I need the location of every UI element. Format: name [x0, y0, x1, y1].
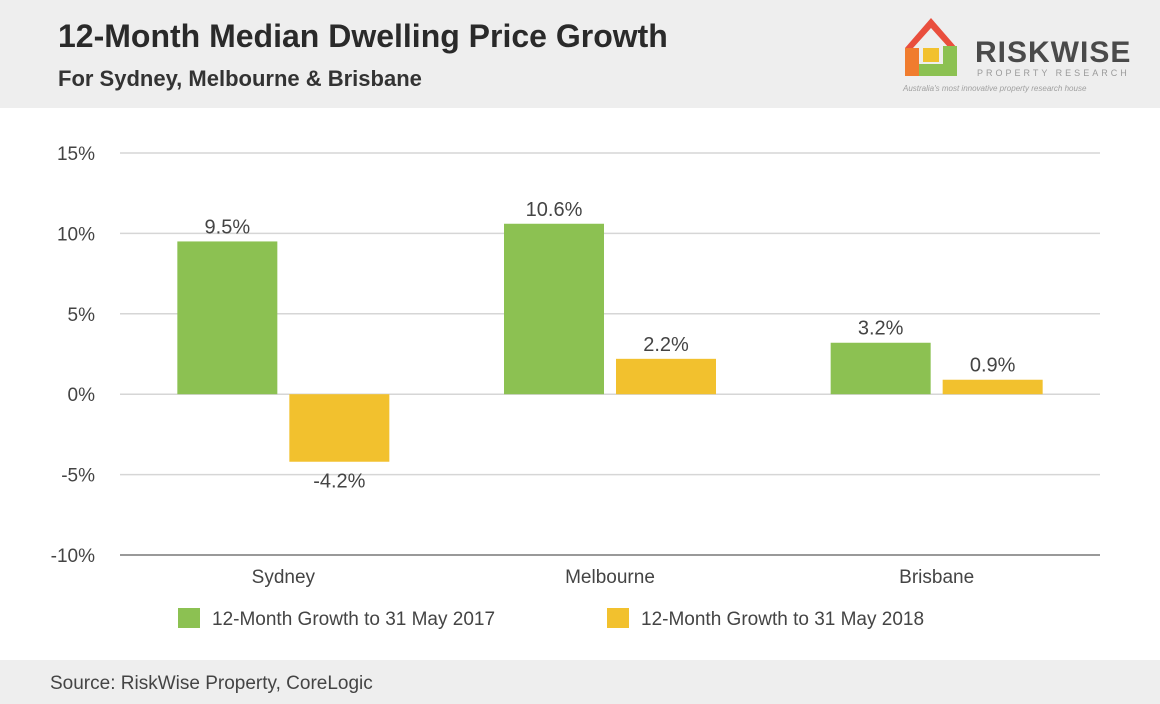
- house-logo-icon: [905, 18, 957, 76]
- chart-footer: Source: RiskWise Property, CoreLogic: [0, 660, 1160, 704]
- bar-chart: 15% 10% 5% 0% -5% -10% 9.5% -4.2% Sydney 10.6% 2.2…: [51, 144, 1100, 630]
- y-tick-label: 15%: [57, 144, 95, 165]
- legend-label: 12-Month Growth to 31 May 2018: [641, 609, 924, 630]
- data-label: 0.9%: [970, 355, 1016, 377]
- chart-title: 12-Month Median Dwelling Price Growth: [58, 18, 668, 54]
- y-tick-label: 5%: [68, 305, 96, 326]
- legend-label: 12-Month Growth to 31 May 2017: [212, 609, 495, 630]
- bar: [616, 358, 716, 395]
- chart-subtitle: For Sydney, Melbourne & Brisbane: [58, 66, 422, 91]
- logo-subtitle: PROPERTY RESEARCH: [977, 68, 1130, 78]
- data-label: 3.2%: [858, 318, 904, 340]
- legend-swatch: [607, 608, 629, 628]
- source-note: Source: RiskWise Property, CoreLogic: [50, 673, 373, 694]
- bar: [504, 223, 604, 395]
- x-tick-label: Melbourne: [565, 567, 655, 588]
- data-label: 10.6%: [526, 199, 583, 221]
- data-label: -4.2%: [313, 471, 365, 493]
- y-tick-label: 0%: [68, 385, 96, 406]
- y-tick-label: -5%: [61, 466, 95, 487]
- bar: [289, 394, 390, 462]
- legend-swatch: [178, 608, 200, 628]
- logo-wordmark: RISKWISE: [975, 36, 1132, 69]
- bar: [177, 241, 278, 395]
- x-tick-label: Brisbane: [899, 567, 974, 588]
- riskwise-logo: RISKWISE PROPERTY RESEARCH Australia's m…: [895, 12, 1140, 100]
- data-label: 2.2%: [643, 334, 689, 356]
- x-tick-label: Sydney: [252, 567, 316, 588]
- y-tick-label: 10%: [57, 224, 95, 245]
- chart-header: 12-Month Median Dwelling Price Growth Fo…: [0, 0, 1160, 108]
- bar: [830, 342, 931, 395]
- bar: [942, 379, 1043, 395]
- logo-tagline: Australia's most innovative property res…: [903, 84, 1087, 93]
- y-tick-label: -10%: [51, 546, 95, 567]
- data-label: 9.5%: [205, 216, 251, 238]
